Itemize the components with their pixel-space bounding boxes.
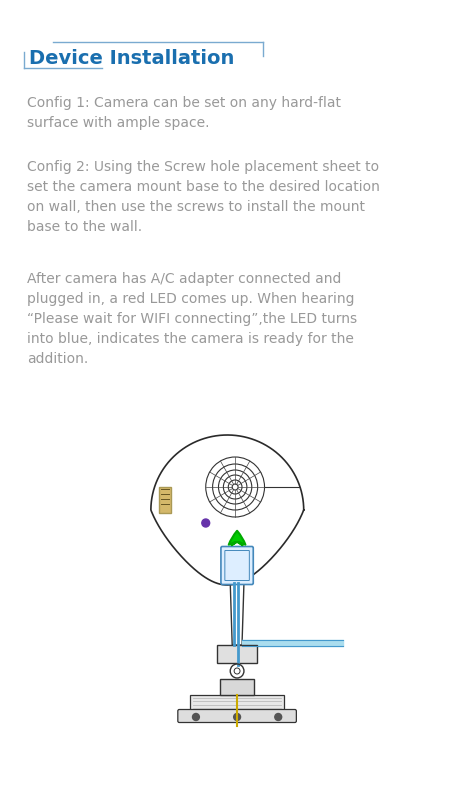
Circle shape: [202, 519, 210, 527]
Bar: [218, 645, 257, 663]
FancyBboxPatch shape: [221, 546, 253, 585]
Bar: [220, 679, 254, 695]
Circle shape: [193, 714, 199, 720]
Text: After camera has A/C adapter connected and
plugged in, a red LED comes up. When : After camera has A/C adapter connected a…: [27, 272, 357, 367]
Circle shape: [275, 714, 282, 720]
Text: Config 2: Using the Screw hole placement sheet to
set the camera mount base to t: Config 2: Using the Screw hole placement…: [27, 160, 380, 234]
Bar: [190, 695, 284, 711]
Bar: [159, 487, 171, 513]
Text: Device Installation: Device Installation: [29, 48, 235, 67]
Text: Config 1: Camera can be set on any hard-flat
surface with ample space.: Config 1: Camera can be set on any hard-…: [27, 96, 341, 130]
Circle shape: [234, 714, 241, 720]
FancyBboxPatch shape: [178, 710, 296, 723]
